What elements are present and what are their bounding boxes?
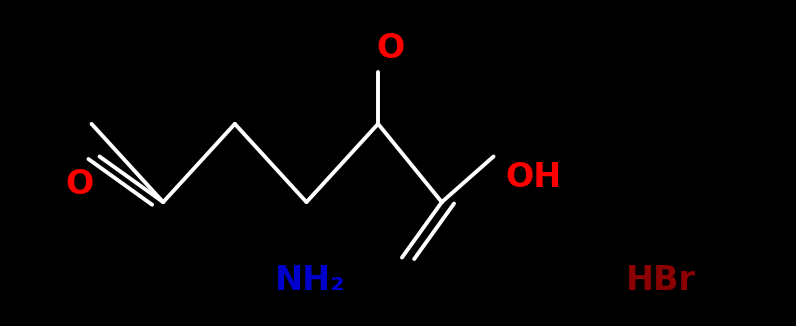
Text: O: O [65, 168, 94, 201]
Text: NH₂: NH₂ [275, 264, 345, 297]
Text: HBr: HBr [626, 264, 696, 297]
Text: OH: OH [505, 161, 562, 194]
Text: O: O [376, 32, 404, 65]
